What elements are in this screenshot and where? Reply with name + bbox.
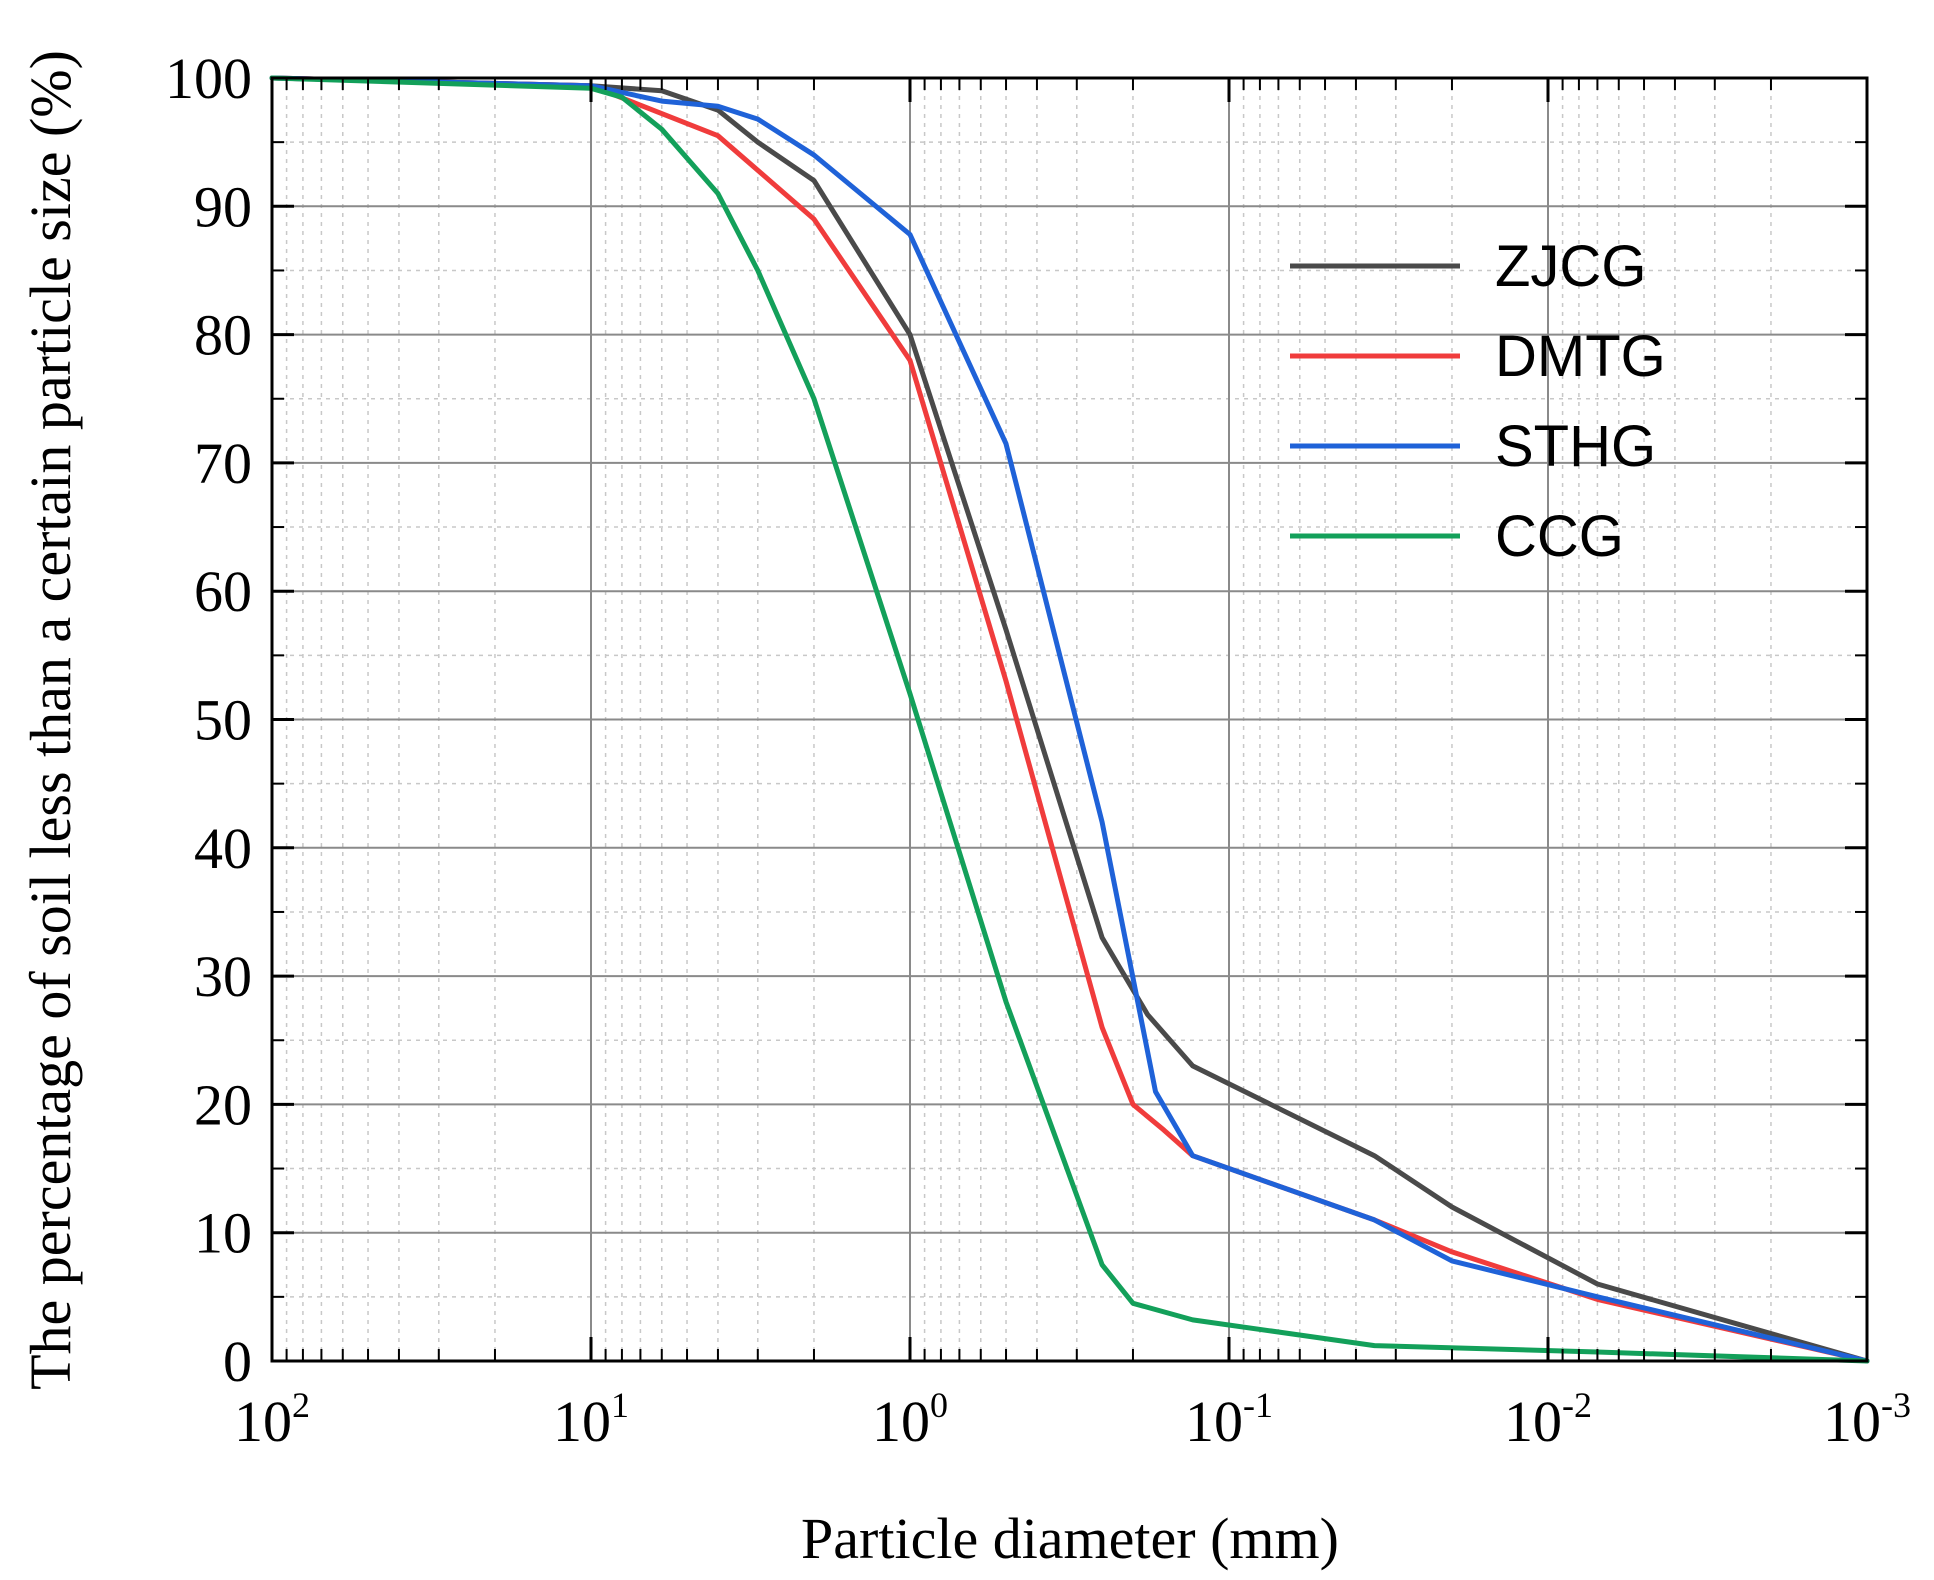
series-line-ccg (269, 75, 1870, 1364)
y-tick-labels: 0 10 20 30 40 50 60 70 80 90 100 (165, 46, 252, 1394)
y-tick-label: 10 (194, 1201, 252, 1266)
legend: ZJCG DMTG STHG CCG (1290, 234, 1666, 569)
legend-label-zjcg: ZJCG (1495, 234, 1646, 299)
y-tick-label: 50 (194, 688, 252, 753)
major-grid (272, 78, 1867, 1361)
legend-label-ccg: CCG (1495, 504, 1624, 569)
y-axis-title: The percentage of soil less than a certa… (18, 50, 83, 1390)
x-tick-labels: 102 101 100 10-1 10-2 10-3 (234, 1385, 1911, 1454)
x-tick-label: 101 (553, 1385, 629, 1454)
x-tick-label: 10-3 (1823, 1385, 1911, 1454)
y-tick-label: 100 (165, 46, 252, 111)
axis-ticks (270, 76, 1869, 1363)
y-tick-label: 20 (194, 1072, 252, 1137)
y-tick-label: 80 (194, 303, 252, 368)
series-line-sthg (269, 75, 1870, 1364)
y-tick-label: 0 (223, 1329, 252, 1394)
y-tick-label: 60 (194, 559, 252, 624)
x-tick-label: 10-2 (1504, 1385, 1592, 1454)
y-tick-label: 90 (194, 174, 252, 239)
y-tick-label: 30 (194, 944, 252, 1009)
x-tick-label: 100 (872, 1385, 948, 1454)
x-axis-title: Particle diameter (mm) (801, 1506, 1339, 1571)
y-tick-label: 40 (194, 816, 252, 881)
series-line-dmtg (269, 75, 1870, 1364)
series-lines (269, 75, 1870, 1364)
legend-label-dmtg: DMTG (1495, 324, 1666, 389)
legend-label-sthg: STHG (1495, 414, 1656, 479)
y-tick-label: 70 (194, 431, 252, 496)
series-line-zjcg (269, 75, 1870, 1364)
x-tick-label: 10-1 (1185, 1385, 1273, 1454)
x-tick-label: 102 (234, 1385, 310, 1454)
